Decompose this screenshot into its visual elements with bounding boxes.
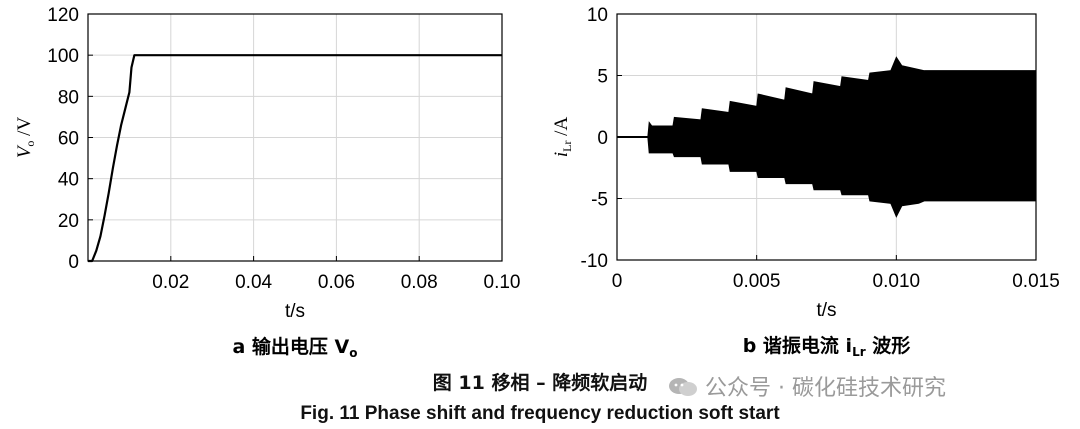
y-tick-label: 100 — [47, 46, 79, 67]
x-tick-label: 0.08 — [401, 272, 438, 293]
current-envelope-area — [617, 56, 1037, 218]
x-tick-label: 0.06 — [318, 272, 355, 293]
y-tick-label: -5 — [591, 190, 608, 211]
x-tick-label: 0.10 — [484, 272, 521, 293]
subcaption: a 输出电压 Vo — [232, 335, 357, 360]
y-tick-label: 120 — [47, 5, 79, 26]
y-tick-label: 20 — [58, 211, 79, 232]
subcaption: b 谐振电流 iLr 波形 — [743, 334, 911, 359]
watermark-text: 公众号 · 碳化硅技术研究 — [705, 376, 946, 401]
x-tick-label: 0.015 — [1012, 271, 1060, 292]
x-tick-label: 0.02 — [152, 272, 189, 293]
y-tick-label: -10 — [581, 251, 608, 272]
caption-en: Fig. 11 Phase shift and frequency reduct… — [0, 403, 1080, 425]
x-axis-label: t/s — [285, 301, 305, 322]
caption-cn: 图 11 移相 – 降频软启动 — [0, 368, 1080, 395]
x-tick-label: 0.005 — [733, 271, 781, 292]
chart-b: 0 0.005 0.010 0.015 -10 -5 0 5 10 t/s iLr /A b 谐振电流… — [551, 5, 1060, 359]
y-tick-label: 40 — [58, 170, 79, 191]
x-tick-label: 0.010 — [873, 271, 921, 292]
x-tick-label: 0.04 — [235, 272, 272, 293]
caption-en-text: Fig. 11 Phase shift and frequency reduct… — [300, 403, 780, 424]
caption-cn-text: 图 11 移相 – 降频软启动 — [432, 372, 648, 394]
y-tick-label: 0 — [68, 252, 79, 273]
watermark: 公众号 · 碳化硅技术研究 — [668, 370, 946, 402]
x-axis-label: t/s — [816, 300, 836, 321]
chart-a: 0.02 0.04 0.06 0.08 0.10 0 20 40 60 80 100 120 t/s Vo… — [14, 5, 520, 360]
wechat-icon — [668, 376, 698, 398]
series-line-1 — [88, 54, 502, 263]
y-tick-label: 0 — [597, 128, 608, 149]
y-tick-label: 80 — [58, 87, 79, 108]
y-tick-label: 5 — [597, 67, 608, 88]
y-tick-label: 60 — [58, 129, 79, 150]
y-axis-label: Vo /V — [14, 117, 37, 159]
y-tick-label: 10 — [587, 5, 608, 26]
y-axis-label: iLr /A — [551, 117, 574, 158]
x-tick-label: 0 — [612, 271, 623, 292]
